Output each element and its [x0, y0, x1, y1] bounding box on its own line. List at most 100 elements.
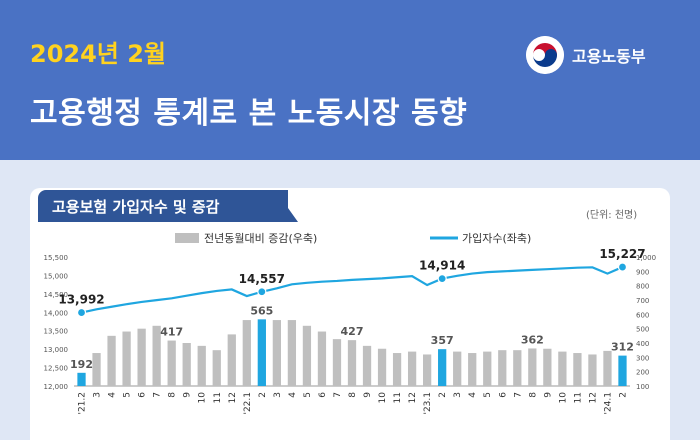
bar	[152, 325, 161, 386]
right-axis-tick: 200	[636, 369, 649, 377]
x-axis-tick: 3	[273, 392, 283, 398]
bar	[362, 345, 372, 386]
x-axis-tick: 12	[228, 392, 238, 403]
left-axis-tick: 13,500	[44, 328, 69, 336]
x-axis-tick: 4	[288, 392, 298, 398]
bar	[272, 320, 281, 386]
line-series	[81, 266, 623, 314]
bar-data-label: 565	[250, 304, 273, 317]
line-data-label: 15,227	[599, 247, 645, 261]
left-axis-tick: 12,500	[44, 365, 69, 373]
x-axis-tick: 3	[453, 392, 463, 398]
report-date: 2024년 2월	[30, 40, 167, 68]
x-axis-tick: 12	[408, 392, 418, 403]
line-marker	[437, 273, 447, 284]
x-axis-tick: '22.1	[243, 392, 253, 415]
line-marker	[76, 307, 87, 318]
x-axis-tick: 5	[483, 392, 493, 398]
x-axis-tick: 2	[618, 392, 628, 398]
bar	[407, 351, 417, 386]
line-marker	[617, 262, 628, 272]
page-title: 고용행정 통계로 본 노동시장 동향	[30, 96, 468, 131]
section-title: 고용보험 가입자수 및 증감	[52, 198, 220, 216]
bar	[483, 351, 492, 386]
x-axis-tick: 9	[183, 392, 193, 398]
left-axis-tick: 15,500	[44, 254, 69, 262]
x-axis-tick: 10	[558, 392, 568, 404]
bar	[317, 331, 327, 386]
bar	[137, 328, 146, 386]
legend-bar-swatch	[175, 233, 199, 243]
section-tag	[38, 190, 288, 222]
left-axis-tick: 13,000	[44, 346, 69, 354]
x-axis-tick: 7	[153, 392, 163, 398]
bar	[197, 345, 206, 386]
right-axis-tick: 1,000	[636, 254, 656, 262]
bar	[498, 350, 507, 386]
x-axis-tick: 12	[588, 392, 598, 403]
bar-data-label: 312	[611, 341, 634, 354]
x-axis-tick: 3	[93, 392, 103, 398]
x-axis-tick: 5	[303, 392, 313, 398]
bar	[468, 353, 477, 386]
bar	[107, 335, 116, 386]
line-data-label: 14,557	[239, 272, 285, 286]
x-axis-tick: 5	[123, 392, 133, 398]
bar	[227, 334, 236, 386]
line-data-label: 14,914	[419, 259, 465, 273]
bar	[242, 320, 251, 386]
bar	[92, 353, 101, 386]
bar	[347, 340, 357, 386]
bar	[543, 348, 552, 386]
bar	[287, 320, 297, 386]
bar	[302, 325, 312, 386]
left-axis-tick: 15,000	[44, 272, 69, 280]
x-axis-tick: 7	[513, 392, 523, 398]
line-data-label: 13,992	[58, 293, 104, 307]
x-axis-tick: '21.2	[78, 392, 88, 415]
right-axis-tick: 300	[636, 354, 649, 362]
bar	[528, 348, 537, 386]
taegeuk-emblem-icon	[526, 36, 564, 74]
x-axis-tick: 8	[348, 392, 358, 398]
bar	[332, 339, 342, 386]
ministry-name: 고용노동부	[572, 47, 646, 66]
bar	[122, 331, 131, 386]
bar-data-label: 192	[70, 358, 93, 371]
bar-highlight	[257, 319, 266, 386]
ministry-logo: 고용노동부	[526, 36, 646, 74]
bar	[513, 350, 522, 386]
x-axis-tick: 6	[318, 392, 328, 398]
bar	[453, 351, 462, 386]
employment-chart: 전년동월대비 증감(우축) 가입자수(좌축)12,00012,50013,0001…	[44, 232, 657, 415]
x-axis-tick: 11	[573, 392, 583, 403]
right-axis-tick: 600	[636, 311, 649, 319]
x-axis-tick: 7	[333, 392, 343, 398]
x-axis-tick: 6	[498, 392, 508, 398]
bar-highlight	[618, 355, 627, 386]
x-axis-tick: 9	[363, 392, 373, 398]
legend-line-label: 가입자수(좌축)	[462, 232, 531, 245]
x-axis-tick: 4	[468, 392, 478, 398]
bar	[212, 350, 221, 386]
bar	[588, 354, 597, 386]
x-axis-tick: 4	[108, 392, 118, 398]
x-axis-tick: '23.1	[423, 392, 433, 415]
bar-data-label: 357	[431, 334, 454, 347]
x-axis-tick: '24.1	[603, 392, 613, 415]
x-axis-tick: 11	[393, 392, 403, 403]
bar-data-label: 417	[160, 326, 183, 339]
left-axis-tick: 12,000	[44, 383, 69, 391]
bar-data-label: 362	[521, 333, 544, 346]
header-banner: 2024년 2월 고용행정 통계로 본 노동시장 동향 고용노동부	[0, 0, 700, 160]
bar-data-label: 427	[341, 325, 364, 338]
x-axis-tick: 9	[543, 392, 553, 398]
legend-bar-label: 전년동월대비 증감(우축)	[204, 232, 317, 245]
x-axis-tick: 2	[258, 392, 268, 398]
chart-card	[30, 188, 670, 440]
x-axis-tick: 8	[528, 392, 538, 398]
bar-highlight	[77, 372, 86, 386]
left-axis-tick: 14,000	[44, 309, 69, 317]
bar	[182, 343, 191, 386]
right-axis-tick: 400	[636, 340, 649, 348]
